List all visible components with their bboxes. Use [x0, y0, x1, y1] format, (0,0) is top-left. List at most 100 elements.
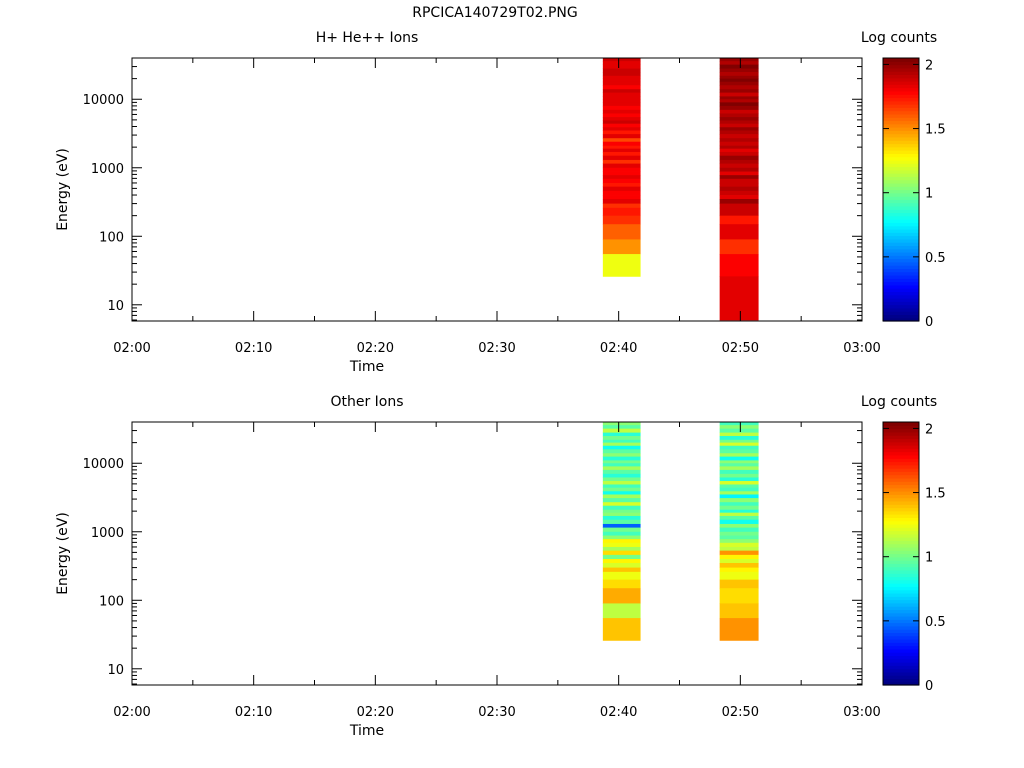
- heatmap-cell: [719, 484, 759, 489]
- colorbar-segment: [883, 556, 919, 561]
- y-tick-label: 100: [99, 594, 124, 609]
- heatmap-cell: [602, 491, 641, 495]
- colorbar-segment: [883, 602, 919, 607]
- colorbar-segment: [883, 307, 919, 312]
- colorbar-segment: [883, 533, 919, 538]
- colorbar-segment: [883, 635, 919, 640]
- colorbar-segment: [883, 130, 919, 135]
- heatmap-cell: [719, 542, 759, 548]
- heatmap-cell: [602, 445, 641, 450]
- colorbar-segment: [883, 186, 919, 191]
- heatmap-cell: [602, 134, 641, 139]
- heatmap-cell: [602, 477, 641, 482]
- heatmap-cell: [602, 68, 641, 73]
- heatmap-cell: [602, 567, 641, 573]
- heatmap-cell: [602, 542, 641, 548]
- colorbar-segment: [883, 90, 919, 95]
- heatmap-cell: [602, 519, 641, 525]
- heatmap-cell: [602, 473, 641, 478]
- x-tick-label: 02:40: [600, 341, 637, 356]
- panel-h-he-ions: 02:00 02:10 02:20 02:30 02:40 02:50 03:0010100…: [55, 30, 946, 375]
- heatmap-cell: [602, 498, 641, 503]
- heatmap-cell: [602, 61, 641, 66]
- heatmap-cell: [602, 105, 641, 111]
- heatmap-cell: [719, 603, 759, 619]
- heatmap-cell: [602, 113, 641, 118]
- heatmap-cell: [719, 498, 759, 503]
- heatmap-cell: [719, 439, 759, 444]
- heatmap-cell: [719, 563, 759, 568]
- heatmap-cell: [719, 182, 759, 188]
- heatmap-cell: [602, 130, 641, 135]
- x-tick-label: 02:50: [722, 341, 759, 356]
- heatmap-cell: [719, 68, 759, 73]
- colorbar-segment: [883, 84, 919, 89]
- colorbar-segment: [883, 675, 919, 680]
- heatmap-cell: [602, 78, 641, 83]
- y-tick-label: 100: [99, 230, 124, 245]
- colorbar-tick-label: 1: [925, 551, 933, 566]
- colorbar-segment: [883, 288, 919, 293]
- colorbar-segment: [883, 74, 919, 79]
- colorbar-segment: [883, 422, 919, 426]
- heatmap-cell: [602, 207, 641, 217]
- colorbar-segment: [883, 163, 919, 168]
- colorbar-segment: [883, 294, 919, 299]
- heatmap-cell: [602, 502, 641, 507]
- heatmap-cell: [719, 171, 759, 176]
- colorbar-segment: [883, 317, 919, 322]
- heatmap-cell: [602, 422, 641, 426]
- x-tick-label: 02:40: [600, 705, 637, 720]
- heatmap-cell: [719, 509, 759, 514]
- heatmap-cell: [719, 89, 759, 94]
- colorbar-segment: [883, 642, 919, 647]
- colorbar-segment: [883, 261, 919, 266]
- heatmap-cell: [719, 487, 759, 492]
- heatmap-cell: [602, 127, 641, 131]
- heatmap-cell: [602, 439, 641, 444]
- colorbar-segment: [883, 441, 919, 446]
- colorbar-segment: [883, 281, 919, 286]
- heatmap-cell: [719, 469, 759, 475]
- heatmap-cell: [719, 138, 759, 143]
- heatmap-cell: [719, 422, 759, 426]
- colorbar-segment: [883, 173, 919, 177]
- heatmap-cell: [602, 463, 641, 467]
- heatmap-cell: [719, 123, 759, 128]
- heatmap-cell: [719, 127, 759, 131]
- colorbar-frame: [882, 57, 920, 322]
- colorbar-segment: [883, 497, 919, 502]
- heatmap-cell: [719, 515, 759, 521]
- colorbar-segment: [883, 212, 919, 217]
- heatmap-cell: [602, 484, 641, 489]
- colorbar-segment: [883, 468, 919, 472]
- heatmap-cell: [719, 466, 759, 471]
- panel-other-ions: 02:00 02:10 02:20 02:30 02:40 02:50 03:0010100…: [55, 394, 946, 739]
- heatmap-cell: [719, 178, 759, 184]
- colorbar-segment: [883, 196, 919, 200]
- heatmap-cell: [719, 190, 759, 196]
- heatmap-cell: [602, 175, 641, 180]
- colorbar-segment: [883, 661, 919, 666]
- heatmap-cell: [719, 456, 759, 461]
- heatmap-cell: [719, 78, 759, 83]
- colorbar-segment: [883, 215, 919, 220]
- colorbar-segment: [883, 87, 919, 92]
- heatmap-cell: [719, 155, 759, 161]
- colorbar-segment: [883, 301, 919, 306]
- colorbar-segment: [883, 278, 919, 283]
- y-axis-label: Energy (eV): [55, 148, 71, 231]
- heatmap-cell: [602, 571, 641, 581]
- heatmap-cell: [602, 141, 641, 147]
- heatmap-cell: [602, 588, 641, 604]
- heatmap-cell: [602, 120, 641, 125]
- heatmap-cell: [602, 509, 641, 514]
- heatmap-cell: [719, 254, 759, 277]
- colorbar-segment: [883, 94, 919, 99]
- colorbar-segment: [883, 425, 919, 430]
- colorbar-tick-label: 2: [925, 58, 933, 73]
- heatmap-cell: [719, 75, 759, 80]
- colorbar-segment: [883, 645, 919, 650]
- colorbar-segment: [883, 159, 919, 164]
- colorbar-label: Log counts: [861, 394, 937, 410]
